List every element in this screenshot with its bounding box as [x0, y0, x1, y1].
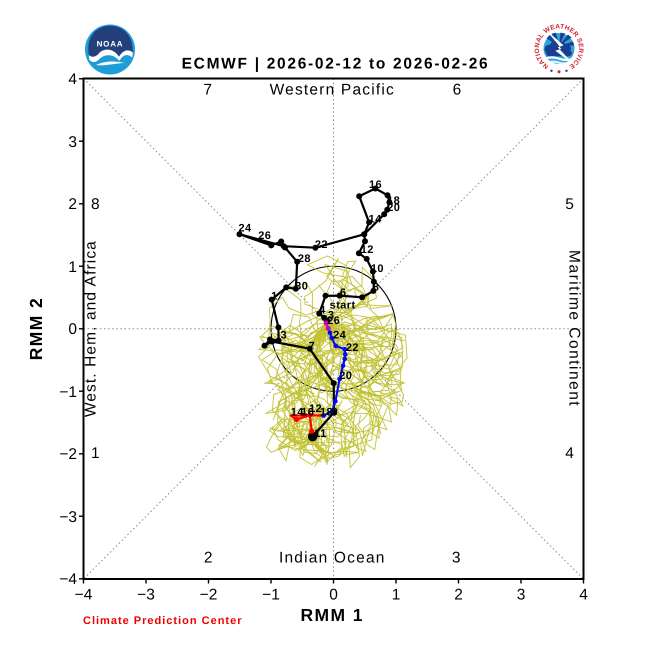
- svg-text:−3: −3: [137, 587, 155, 604]
- svg-text:0: 0: [329, 587, 338, 604]
- svg-text:1: 1: [392, 587, 401, 604]
- svg-text:30: 30: [295, 281, 308, 293]
- svg-text:2: 2: [68, 196, 77, 213]
- svg-text:20: 20: [387, 202, 400, 214]
- svg-text:0: 0: [68, 321, 77, 338]
- svg-text:RMM 1: RMM 1: [301, 605, 364, 625]
- svg-text:24: 24: [238, 223, 252, 235]
- svg-text:14: 14: [369, 213, 383, 225]
- svg-text:9: 9: [332, 407, 339, 419]
- svg-text:Climate Prediction Center: Climate Prediction Center: [83, 615, 242, 627]
- svg-text:−2: −2: [59, 446, 77, 463]
- svg-text:16: 16: [369, 179, 382, 191]
- svg-text:3: 3: [328, 309, 335, 321]
- svg-text:RMM 2: RMM 2: [26, 297, 46, 360]
- svg-text:−4: −4: [59, 571, 77, 588]
- svg-text:8: 8: [373, 281, 380, 293]
- svg-text:Maritime Continent: Maritime Continent: [566, 250, 583, 407]
- svg-text:Western Pacific: Western Pacific: [270, 81, 395, 98]
- svg-text:2: 2: [204, 550, 213, 567]
- svg-text:7: 7: [309, 340, 316, 352]
- svg-text:NOAA: NOAA: [97, 40, 124, 49]
- svg-text:−3: −3: [59, 509, 77, 526]
- svg-text:−1: −1: [59, 384, 77, 401]
- svg-text:3: 3: [68, 134, 77, 151]
- svg-text:3: 3: [452, 550, 461, 567]
- svg-text:26: 26: [258, 230, 271, 242]
- svg-text:28: 28: [298, 253, 311, 265]
- svg-text:18: 18: [387, 195, 400, 207]
- svg-text:4: 4: [68, 71, 77, 88]
- svg-text:26: 26: [327, 315, 340, 327]
- svg-text:−4: −4: [75, 587, 93, 604]
- svg-text:11: 11: [314, 428, 326, 440]
- svg-text:6: 6: [340, 287, 347, 299]
- svg-text:8: 8: [91, 196, 100, 213]
- svg-text:14: 14: [291, 407, 305, 419]
- svg-text:24: 24: [333, 330, 347, 342]
- svg-text:10: 10: [371, 263, 384, 275]
- svg-text:16: 16: [301, 407, 314, 419]
- svg-text:start: start: [330, 299, 356, 311]
- svg-text:6: 6: [453, 82, 462, 99]
- svg-text:22: 22: [315, 239, 328, 251]
- svg-text:1: 1: [91, 445, 100, 462]
- svg-text:4: 4: [565, 445, 574, 462]
- svg-text:−2: −2: [200, 587, 218, 604]
- svg-text:3: 3: [517, 587, 526, 604]
- svg-text:1: 1: [271, 291, 278, 303]
- svg-text:5: 5: [565, 196, 574, 213]
- svg-text:Indian Ocean: Indian Ocean: [279, 550, 386, 567]
- svg-text:3: 3: [281, 330, 288, 342]
- svg-text:−1: −1: [262, 587, 280, 604]
- svg-text:1: 1: [68, 259, 77, 276]
- svg-text:ECMWF | 2026-02-12 to 2026-02-: ECMWF | 2026-02-12 to 2026-02-26: [182, 55, 490, 72]
- svg-text:7: 7: [203, 82, 212, 99]
- svg-text:18: 18: [320, 406, 333, 418]
- svg-text:2: 2: [454, 587, 463, 604]
- svg-text:22: 22: [346, 342, 359, 354]
- svg-text:12: 12: [361, 244, 374, 256]
- svg-text:12: 12: [309, 403, 322, 415]
- svg-text:4: 4: [319, 305, 326, 317]
- svg-text:20: 20: [339, 370, 352, 382]
- svg-text:West. Hem. and Africa: West. Hem. and Africa: [82, 240, 99, 417]
- svg-text:4: 4: [579, 587, 588, 604]
